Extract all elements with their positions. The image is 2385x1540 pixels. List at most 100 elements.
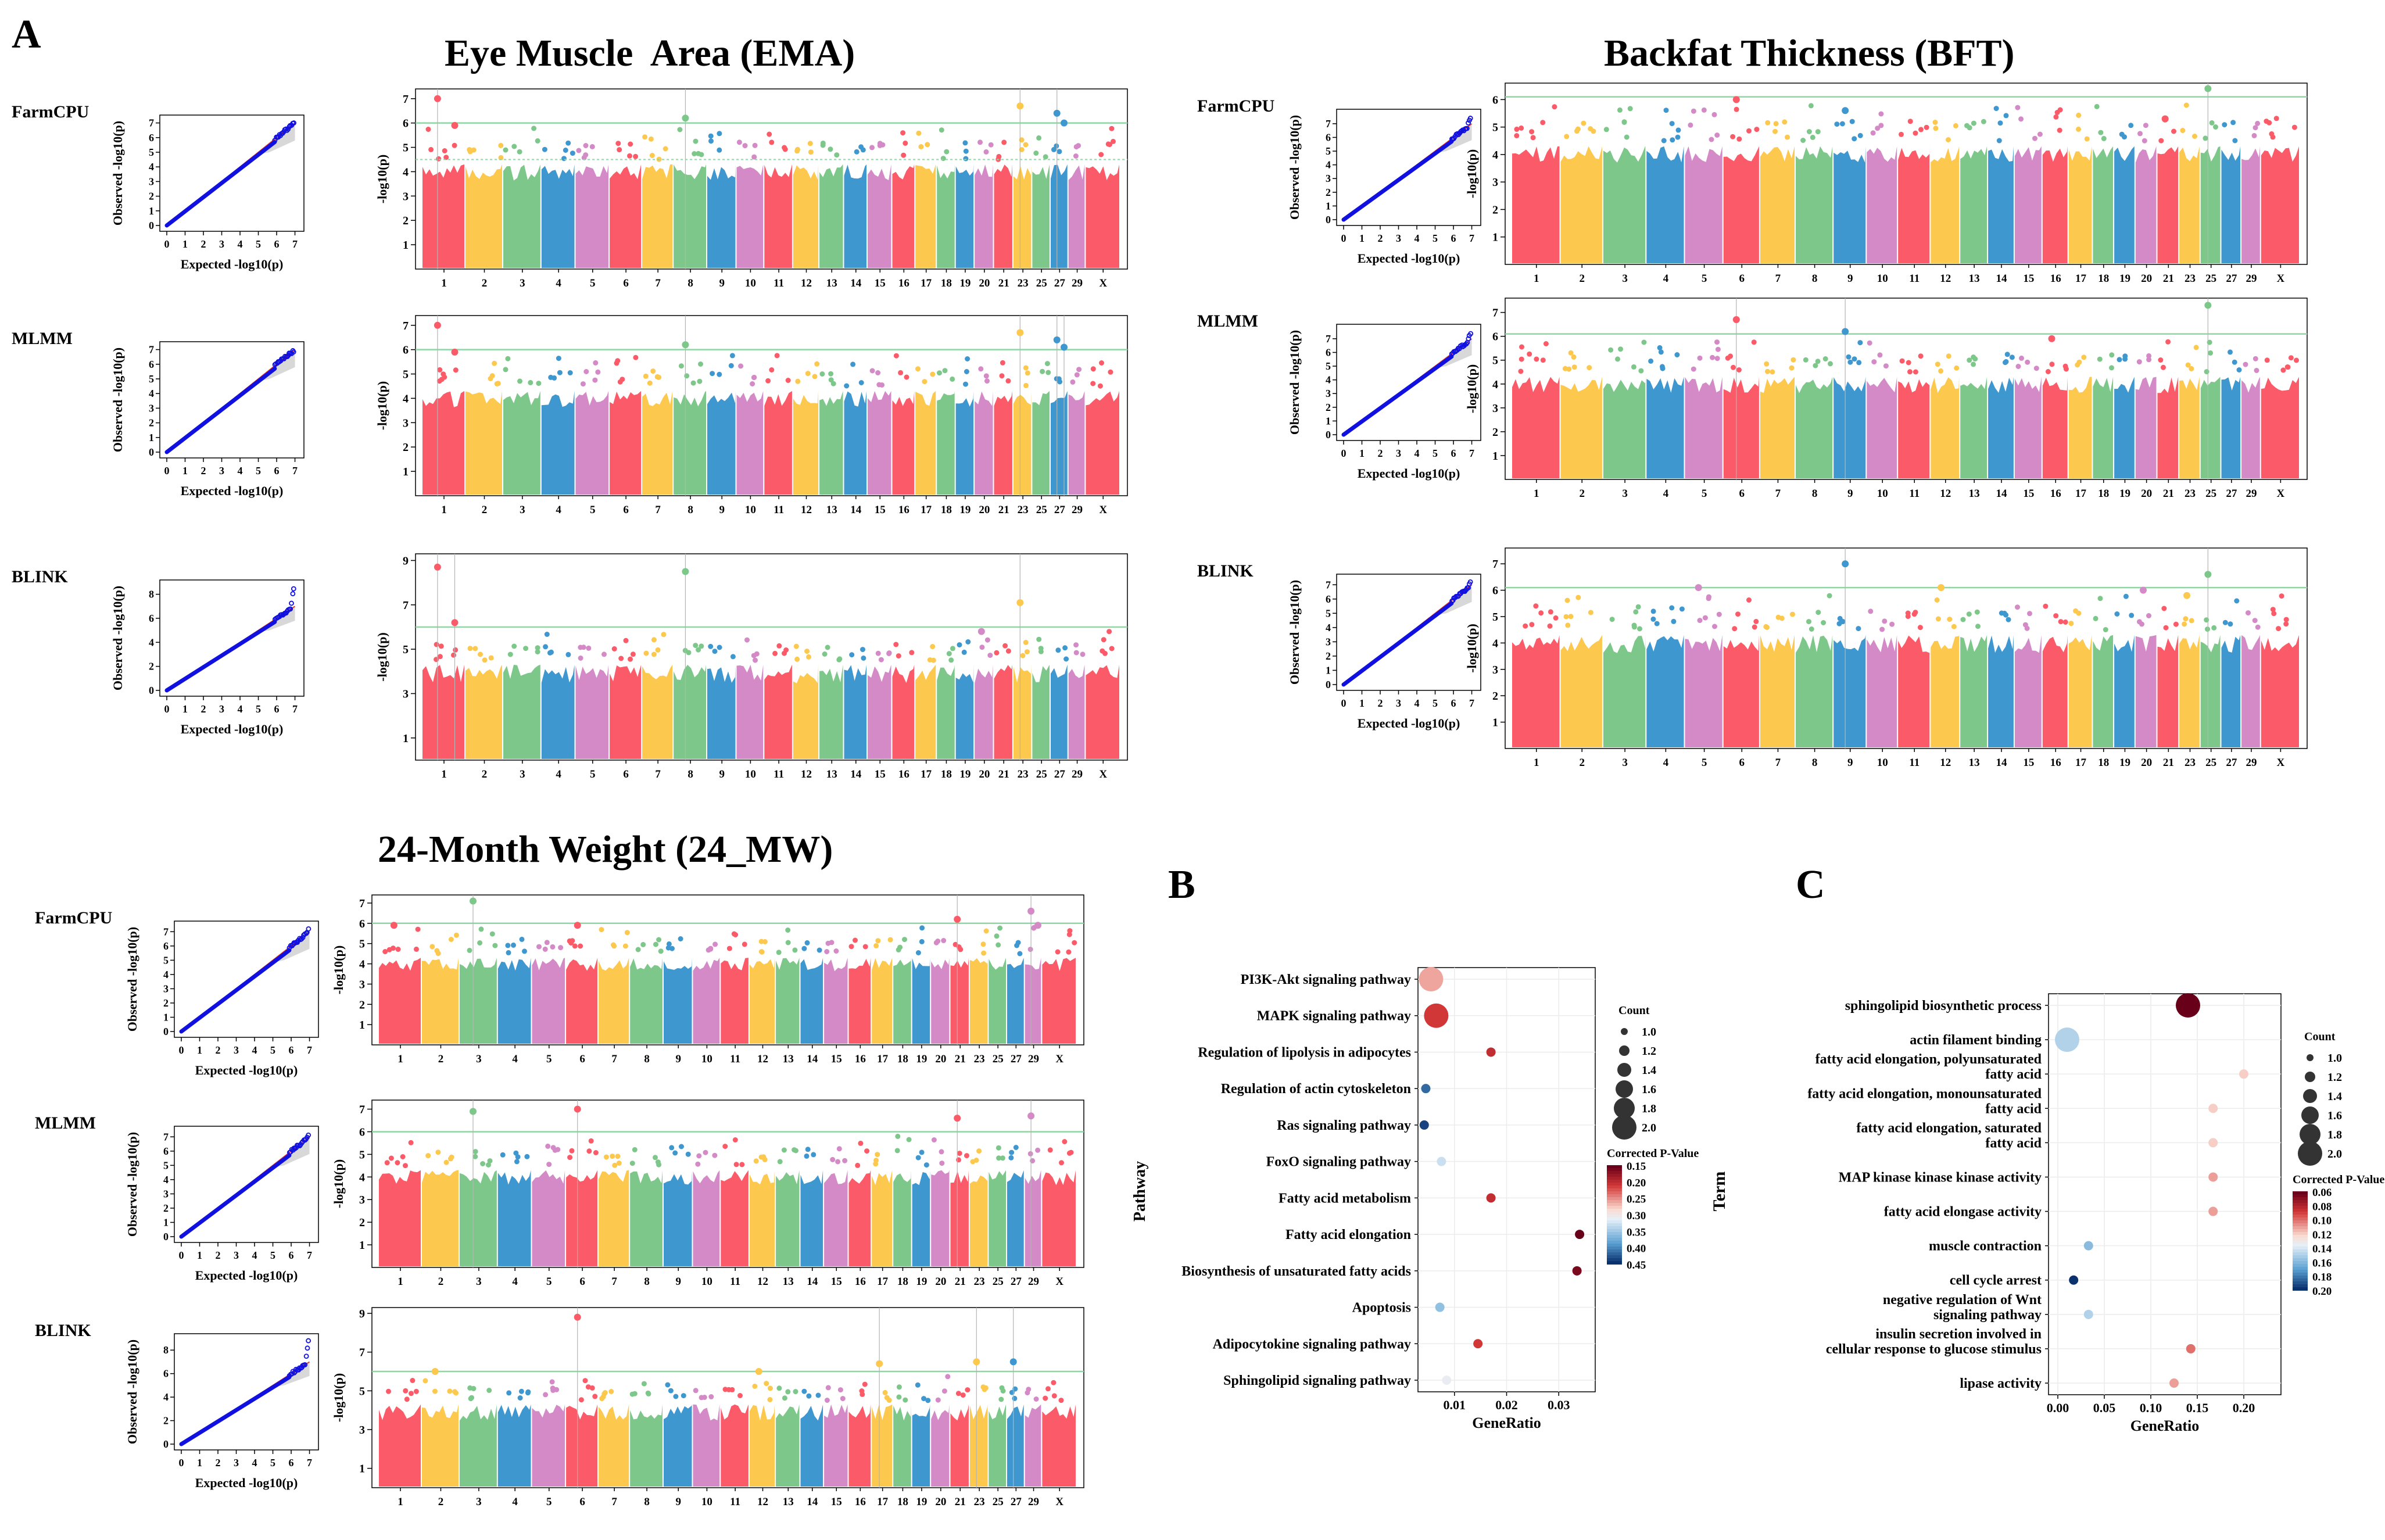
chromosome-block (1931, 377, 1960, 478)
manhattan-ylabel: -log10(p) (375, 381, 389, 430)
snp-point (2009, 354, 2015, 360)
dotplot-category-label: negative regulation of Wnt (1883, 1292, 2042, 1308)
chromosome-tick-label: 5 (1702, 757, 1707, 769)
peak-point (1842, 328, 1849, 335)
snp-point (1734, 106, 1739, 112)
qq-x-tick-label: 4 (252, 1044, 257, 1056)
snp-point (785, 940, 791, 946)
qq-y-tick-label: 4 (1326, 374, 1331, 386)
color-legend-swatch (2293, 1284, 2308, 1288)
snp-point (1519, 344, 1524, 350)
snp-point (542, 946, 548, 952)
chromosome-tick-label: 6 (1739, 488, 1745, 500)
dotplot-category-label: cell cycle arrest (1950, 1273, 2042, 1288)
qq-points-dense (179, 948, 292, 1034)
snp-point (1752, 624, 1757, 630)
color-legend-swatch (2293, 1203, 2308, 1206)
peak-point (2048, 335, 2055, 342)
snp-point (556, 356, 561, 361)
snp-point (1953, 123, 1958, 128)
chromosome-tick-label: 23 (1018, 277, 1029, 289)
snp-point (438, 643, 444, 649)
snp-point (1882, 618, 1888, 624)
snp-point (503, 147, 508, 153)
chromosome-tick-label: 11 (1909, 757, 1920, 769)
qq-point (288, 606, 293, 612)
snp-point (753, 1158, 759, 1164)
snp-point (1675, 127, 1681, 133)
snp-point (965, 639, 971, 644)
chromosome-tick-label: 3 (476, 1496, 482, 1508)
qq-y-tick-label: 0 (149, 220, 154, 231)
chromosome-block (1051, 164, 1068, 268)
snp-point (1877, 352, 1883, 358)
chromosome-tick-label: 4 (512, 1496, 518, 1508)
chromosome-tick-label: 2 (438, 1276, 444, 1288)
trait-title-bft: Backfat Thickness (BFT) (1604, 32, 2015, 74)
manhattan-y-tick-label: 5 (1492, 121, 1498, 134)
snp-point (693, 643, 699, 649)
peak-point (574, 1105, 581, 1113)
snp-point (1714, 132, 1720, 138)
peak-point (1938, 584, 1945, 592)
snp-point (955, 1391, 961, 1396)
chromosome-tick-label: 17 (921, 504, 932, 516)
qq-points-dense (179, 1153, 292, 1239)
chromosome-block (848, 958, 871, 1044)
qq-point (306, 926, 311, 932)
qq-xlabel: Expected -log10(p) (1358, 466, 1460, 481)
chromosome-block (950, 958, 969, 1044)
snp-point (2291, 124, 2297, 130)
color-legend-swatch (2293, 1287, 2308, 1291)
snp-point (2161, 364, 2166, 370)
snp-point (632, 1147, 638, 1152)
chromosome-tick-label: 3 (1622, 488, 1628, 500)
snp-point (1971, 354, 1976, 360)
qq-x-tick-label: 2 (201, 465, 206, 477)
snp-point (518, 1388, 524, 1394)
snp-point (690, 380, 696, 386)
chromosome-tick-label: 20 (979, 277, 990, 289)
qq-x-tick-label: 4 (252, 1249, 257, 1261)
size-legend-dot (2305, 1072, 2315, 1082)
chromosome-block (422, 1404, 459, 1487)
snp-point (1571, 354, 1577, 360)
qq-y-tick-label: 1 (163, 1216, 169, 1228)
snp-point (477, 940, 483, 946)
snp-point (739, 1162, 745, 1167)
chromosome-block (642, 164, 673, 268)
snp-point (877, 142, 883, 148)
snp-point (486, 1162, 491, 1167)
chromosome-block (868, 164, 891, 268)
snp-point (1679, 606, 1685, 612)
dotplot-category-label: fatty acid elongation, saturated (1856, 1120, 2042, 1136)
snp-point (1072, 940, 1077, 946)
qq-y-tick-label: 7 (1326, 118, 1331, 130)
snp-point (984, 637, 990, 643)
qq-y-tick-label: 3 (149, 176, 154, 187)
snp-point (1047, 1147, 1053, 1153)
chromosome-block (532, 958, 565, 1044)
snp-point (552, 1147, 558, 1153)
chromosome-tick-label: 16 (898, 504, 909, 516)
snp-point (896, 653, 901, 659)
snp-point (819, 371, 825, 377)
snp-point (507, 651, 513, 657)
snp-point (1913, 610, 1918, 615)
snp-point (983, 149, 989, 155)
qq-y-tick-label: 7 (149, 117, 154, 129)
snp-point (807, 141, 813, 146)
manhattan-y-tick-label: 5 (359, 938, 365, 951)
snp-point (1631, 624, 1637, 630)
chromosome-block (793, 664, 819, 759)
snp-point (1090, 381, 1096, 386)
snp-point (1074, 372, 1080, 378)
chromosome-block (541, 164, 575, 268)
qq-ylabel: Observed -log10(p) (110, 121, 125, 225)
chromosome-block (848, 1170, 871, 1266)
snp-point (1519, 125, 1524, 131)
snp-point (2228, 621, 2233, 627)
chromosome-block (1898, 377, 1930, 478)
snp-point (862, 944, 868, 950)
